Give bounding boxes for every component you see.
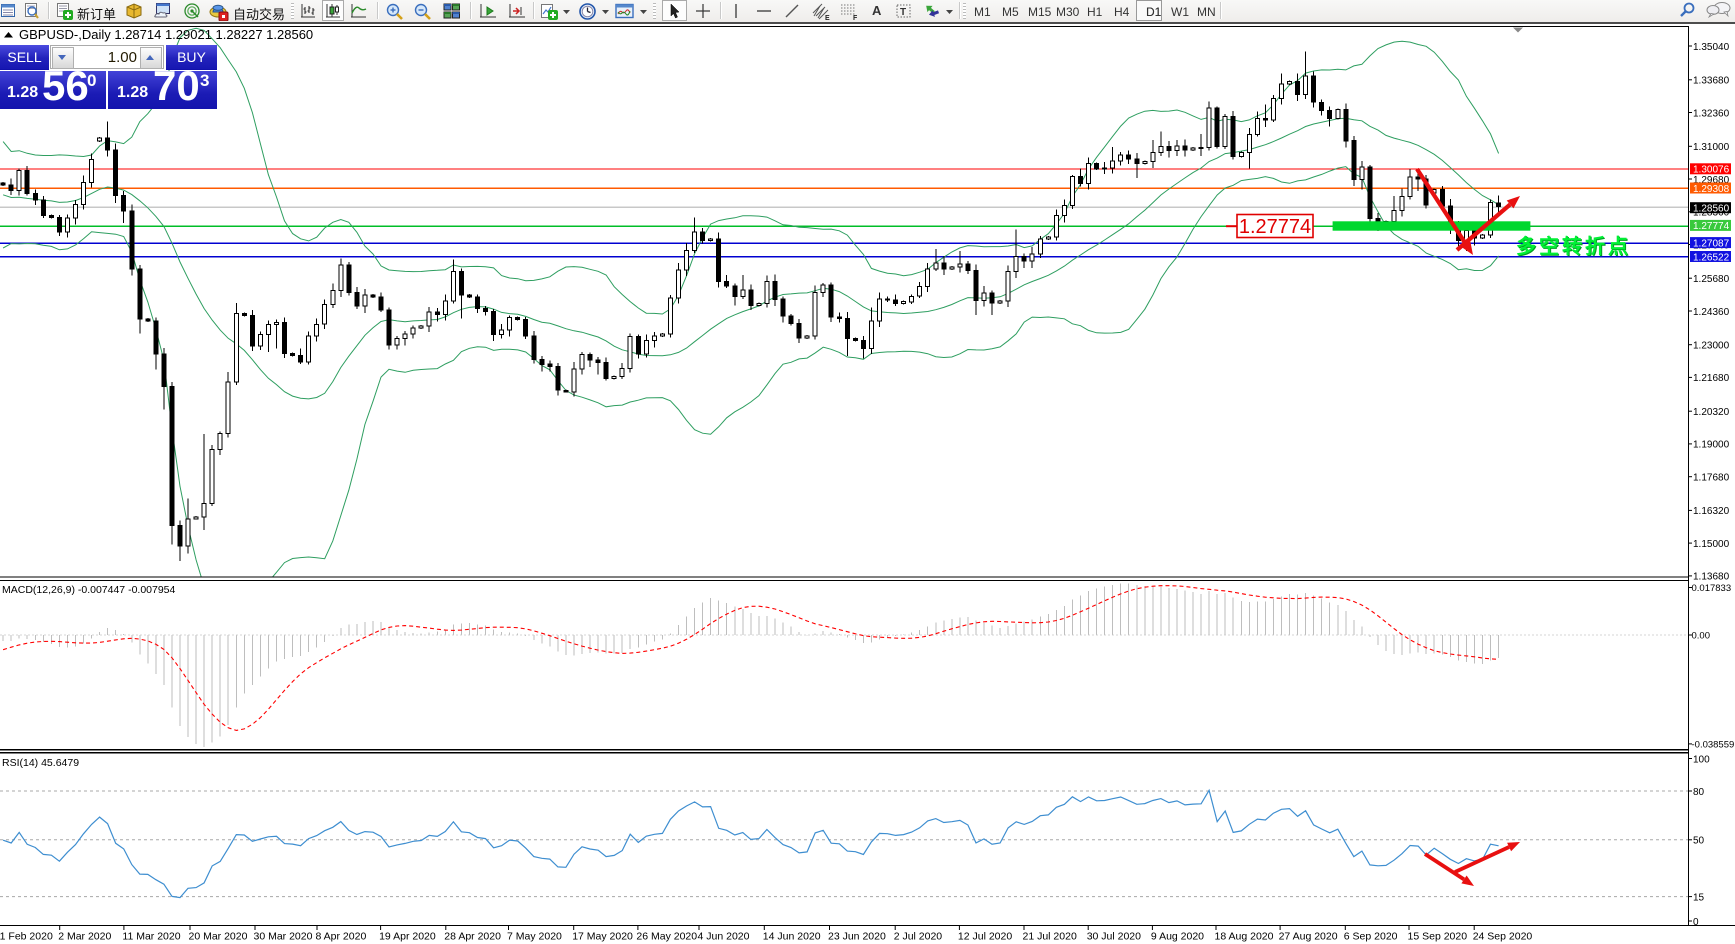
svg-text:24 Sep 2020: 24 Sep 2020 [1473, 931, 1533, 943]
svg-text:9 Aug 2020: 9 Aug 2020 [1151, 931, 1204, 943]
svg-text:1.28560: 1.28560 [1693, 204, 1730, 215]
svg-text:14 Jun 2020: 14 Jun 2020 [763, 931, 821, 943]
svg-text:1.32360: 1.32360 [1693, 108, 1730, 119]
svg-text:0.00: 0.00 [1692, 631, 1711, 642]
svg-text:15 Sep 2020: 15 Sep 2020 [1408, 931, 1468, 943]
svg-text:1.24360: 1.24360 [1693, 307, 1730, 318]
svg-text:1.27087: 1.27087 [1693, 238, 1730, 249]
svg-text:1.35040: 1.35040 [1693, 42, 1730, 53]
svg-text:1.15000: 1.15000 [1693, 539, 1730, 550]
svg-text:1.29308: 1.29308 [1693, 184, 1730, 195]
svg-text:E: E [825, 15, 830, 21]
svg-text:1.21680: 1.21680 [1693, 373, 1730, 384]
svg-text:20 Mar 2020: 20 Mar 2020 [189, 931, 248, 943]
svg-text:多空转折点: 多空转折点 [1516, 234, 1631, 258]
svg-text:21 Feb 2020: 21 Feb 2020 [0, 931, 53, 943]
svg-text:7 May 2020: 7 May 2020 [507, 931, 562, 943]
svg-text:RSI(14) 45.6479: RSI(14) 45.6479 [2, 757, 79, 769]
svg-text:1.27774: 1.27774 [1693, 221, 1730, 232]
svg-text:6 Sep 2020: 6 Sep 2020 [1344, 931, 1398, 943]
svg-text:-0.038559: -0.038559 [1692, 740, 1735, 751]
svg-text:50: 50 [1693, 836, 1705, 847]
svg-text:100: 100 [1693, 754, 1710, 765]
svg-text:1.23000: 1.23000 [1693, 341, 1730, 352]
svg-text:27 Aug 2020: 27 Aug 2020 [1279, 931, 1338, 943]
svg-text:1.17680: 1.17680 [1693, 473, 1730, 484]
svg-text:21 Jul 2020: 21 Jul 2020 [1023, 931, 1077, 943]
svg-text:0.017833: 0.017833 [1692, 583, 1732, 594]
svg-text:12 Jul 2020: 12 Jul 2020 [958, 931, 1012, 943]
svg-text:17 May 2020: 17 May 2020 [572, 931, 633, 943]
svg-text:11 Mar 2020: 11 Mar 2020 [122, 931, 180, 943]
svg-text:1.20320: 1.20320 [1693, 407, 1730, 418]
svg-text:15: 15 [1693, 892, 1705, 903]
svg-text:1.30076: 1.30076 [1693, 165, 1730, 176]
svg-text:4 Jun 2020: 4 Jun 2020 [698, 931, 750, 943]
svg-text:30 Jul 2020: 30 Jul 2020 [1087, 931, 1141, 943]
svg-text:1.31000: 1.31000 [1693, 142, 1730, 153]
svg-text:MACD(12,26,9) -0.007447 -0.007: MACD(12,26,9) -0.007447 -0.007954 [2, 584, 176, 596]
svg-text:8 Apr 2020: 8 Apr 2020 [316, 931, 367, 943]
svg-text:28 Apr 2020: 28 Apr 2020 [444, 931, 501, 943]
svg-text:2 Mar 2020: 2 Mar 2020 [58, 931, 111, 943]
svg-text:26 May 2020: 26 May 2020 [636, 931, 697, 943]
svg-text:1.19000: 1.19000 [1693, 440, 1730, 451]
svg-text:0: 0 [1693, 917, 1699, 928]
svg-text:1.16320: 1.16320 [1693, 506, 1730, 517]
svg-text:1.29680: 1.29680 [1693, 175, 1730, 186]
svg-text:GBPUSD-,Daily 1.28714 1.29021: GBPUSD-,Daily 1.28714 1.29021 1.28227 1.… [19, 27, 313, 42]
svg-text:F: F [853, 15, 858, 21]
svg-text:2 Jul 2020: 2 Jul 2020 [894, 931, 943, 943]
svg-text:T: T [900, 7, 906, 18]
svg-text:1.13680: 1.13680 [1693, 572, 1730, 583]
svg-text:80: 80 [1693, 787, 1705, 798]
svg-text:1.33680: 1.33680 [1693, 76, 1730, 87]
svg-text:23 Jun 2020: 23 Jun 2020 [828, 931, 886, 943]
svg-text:1.25680: 1.25680 [1693, 274, 1730, 285]
svg-text:18 Aug 2020: 18 Aug 2020 [1215, 931, 1274, 943]
svg-text:1.26522: 1.26522 [1693, 252, 1730, 263]
svg-text:30 Mar 2020: 30 Mar 2020 [254, 931, 313, 943]
svg-text:1.27774: 1.27774 [1239, 216, 1311, 238]
svg-text:19 Apr 2020: 19 Apr 2020 [379, 931, 436, 943]
